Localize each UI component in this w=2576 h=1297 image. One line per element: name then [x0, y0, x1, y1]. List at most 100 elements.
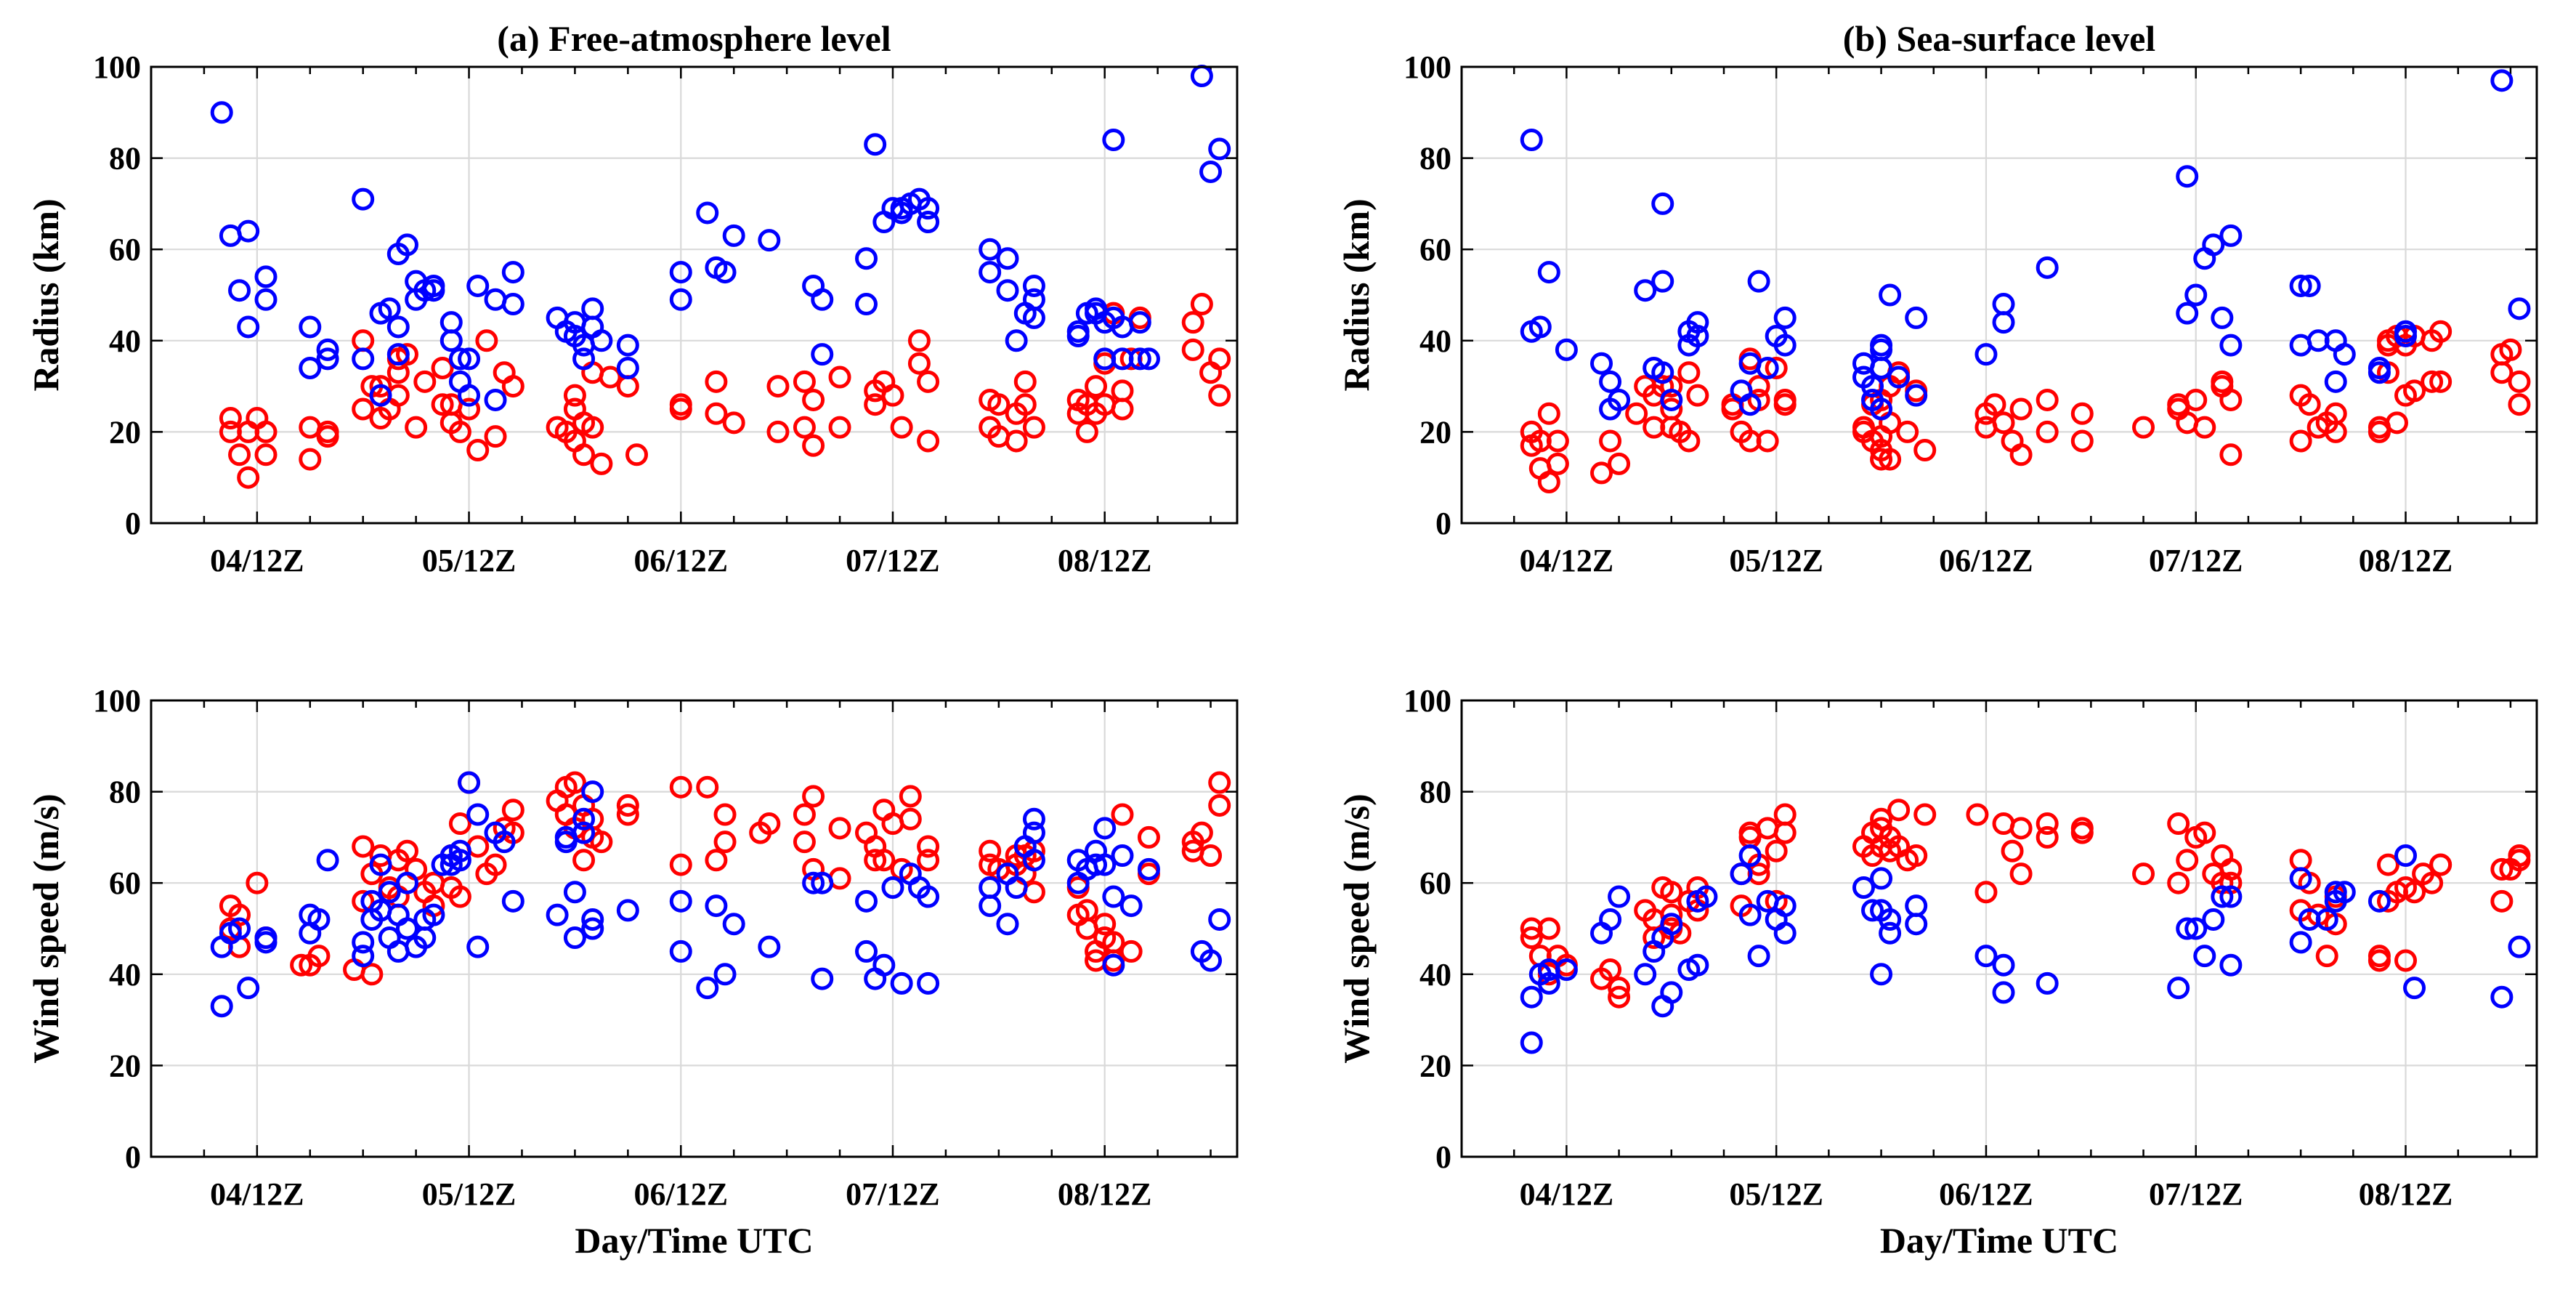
panel-a-radius-y-tick-label: 60	[109, 232, 141, 267]
panel-a-radius-series-0-point	[501, 375, 524, 398]
panel-a-wind-series-1-point	[855, 940, 878, 963]
panel-b-wind-series-0-point	[2070, 817, 2094, 840]
panel-b-wind-series-1-point	[2289, 867, 2312, 890]
panel-a-radius-series-1-point	[458, 384, 481, 407]
panel-b-radius-series-0-point	[2036, 388, 2059, 411]
panel-b-radius-series-0-point	[2429, 370, 2453, 393]
panel-a-wind-series-1-point	[616, 899, 639, 922]
panel-a-radius-series-0-point	[1005, 429, 1028, 453]
panel-a-radius-series-0-point	[1208, 384, 1231, 407]
panel-a-radius-series-1-point	[299, 315, 322, 339]
panel-b-wind-series-1-point	[2036, 971, 2059, 995]
panel-b-wind-series-0-point	[2036, 812, 2059, 836]
panel-a-radius-series-1-point	[855, 293, 878, 316]
panel-a-wind-series-0-point	[1137, 825, 1160, 849]
panel-b-radius-series-1-point	[1660, 388, 1683, 411]
panel-a-radius-y-tick-label: 100	[93, 49, 141, 85]
panel-a-wind-series-0-point	[828, 817, 851, 840]
panel-b-wind-series-1-point	[1537, 971, 1560, 995]
panel-b-wind-series-0-point	[2403, 881, 2426, 904]
panel-b-wind-series-0-point	[1520, 926, 1543, 950]
panel-a-wind-series-0-point	[228, 903, 251, 926]
panel-b-wind-x-tick-label: 06/12Z	[1939, 1176, 2033, 1212]
panel-a-radius-y-tick-label: 40	[109, 323, 141, 359]
panel-a-radius-series-0-point	[458, 397, 481, 421]
panel-a-radius-series-0-point	[1022, 416, 1045, 439]
panel-b-wind-series-1-point	[1870, 867, 1893, 890]
panel-b-wind-plot-area	[1462, 700, 2537, 1157]
panel-a-wind-y-tick-label: 40	[109, 957, 141, 993]
panel-b-radius-x-tick-label: 06/12Z	[1939, 543, 2033, 578]
panel-b-wind-series-0-point	[2219, 857, 2243, 881]
panel-a-wind-series-0-point	[1093, 913, 1117, 936]
panel-b-wind-series-1-point	[1686, 953, 1709, 977]
panel-a-radius-series-0-point	[466, 439, 490, 462]
panel-a-radius-series-0-point	[1208, 347, 1231, 371]
panel-b-radius-series-1-point	[1537, 261, 1560, 284]
panel-b-radius-y-axis-label: Radius (km)	[1336, 198, 1377, 391]
panel-a-wind-series-1-point	[448, 839, 471, 862]
panel-a-wind-series-1-point	[572, 821, 596, 844]
panel-a-radius-series-1-point	[590, 329, 613, 352]
panel-a-radius-series-1-point	[1137, 347, 1160, 371]
panel-a-radius-series-1-point	[1102, 128, 1125, 151]
panel-a-radius-series-1-point	[484, 388, 507, 411]
panel-b-radius-series-0-point	[2429, 320, 2453, 343]
panel-a-radius-series-1-point	[237, 315, 260, 339]
panel-b-radius-series-1-point	[2219, 224, 2243, 247]
panel-a-wind-x-tick-label: 07/12Z	[846, 1176, 940, 1212]
panel-a-wind-plot-area	[151, 700, 1237, 1157]
panel-b-wind-series-0-point	[2193, 821, 2216, 844]
panel-b-radius-series-0-point	[2219, 388, 2243, 411]
panel-a-wind-series-1-point	[228, 917, 251, 940]
panel-b-radius-series-1-point	[1634, 279, 1657, 302]
panel-a-radius-series-1-point	[1208, 137, 1231, 161]
panel-a-wind-series-1-point	[669, 889, 692, 913]
panel-a-wind-series-1-point	[1022, 849, 1045, 872]
panel-a-radius-series-0-point	[484, 425, 507, 448]
panel-a-wind-series-1-point	[352, 945, 375, 968]
panel-a-wind-series-0-point	[802, 785, 825, 808]
panel-b-radius-series-0-point	[2184, 388, 2208, 411]
panel-a-radius-series-1-point	[758, 229, 781, 252]
panel-b-wind-series-1-point	[1870, 963, 1893, 986]
panel-a-wind-series-0-point	[872, 849, 896, 872]
panel-a-wind-series-1-point	[811, 967, 834, 990]
panel-b-radius-series-0-point	[2508, 370, 2531, 393]
panel-a-radius-series-1-point	[386, 315, 410, 339]
panel-b-radius-series-0-point	[1537, 402, 1560, 425]
panel-b-wind-y-tick-label: 0	[1435, 1139, 1451, 1175]
panel-b-radius-series-1-point	[2333, 343, 2356, 366]
panel-a-radius-title: (a) Free-atmosphere level	[497, 18, 891, 59]
panel-a-radius-series-0-point	[907, 352, 931, 375]
panel-b-radius-series-0-point	[1677, 361, 1701, 384]
panel-a-radius-series-1-point	[1066, 320, 1090, 343]
panel-b-radius-series-1-point	[1974, 343, 1998, 366]
panel-a-radius-series-0-point	[1190, 293, 1213, 316]
panel-a-wind-series-1-point	[581, 908, 604, 931]
panel-a-radius-series-0-point	[1181, 338, 1204, 361]
panel-b-radius-series-0-point	[1608, 452, 1631, 475]
panel-b-wind-series-0-point	[1913, 803, 1937, 826]
panel-a-wind-x-axis-label: Day/Time UTC	[575, 1220, 813, 1261]
panel-a-radius-series-0-point	[987, 393, 1010, 416]
panel-b-wind-x-tick-label: 07/12Z	[2149, 1176, 2243, 1212]
panel-b-radius-series-0-point	[2499, 338, 2522, 361]
panel-b-wind-series-1-point	[1520, 1031, 1543, 1054]
panel-b-wind-series-1-point	[1738, 844, 1762, 868]
panel-a-radius-series-0-point	[766, 420, 790, 443]
panel-b-wind-series-0-point	[2009, 817, 2033, 840]
panel-b-wind-series-1-point	[1852, 876, 1875, 899]
panel-b-wind-series-1-point	[1879, 908, 1902, 931]
panel-a-radius-series-1-point	[466, 274, 490, 297]
panel-a-wind-y-tick-label: 60	[109, 865, 141, 901]
panel-b-wind-series-1-point	[2490, 985, 2514, 1009]
panel-a-wind-series-0-point	[395, 839, 418, 862]
panel-a-wind-series-0-point	[1208, 771, 1231, 794]
panel-a-radius-x-tick-label: 06/12Z	[633, 543, 728, 578]
panel-a-radius-series-1-point	[855, 247, 878, 270]
panel-a-radius-y-tick-label: 20	[109, 414, 141, 450]
panel-a-wind-series-1-point	[307, 908, 331, 931]
panel-a-wind-series-1-point	[705, 894, 728, 918]
